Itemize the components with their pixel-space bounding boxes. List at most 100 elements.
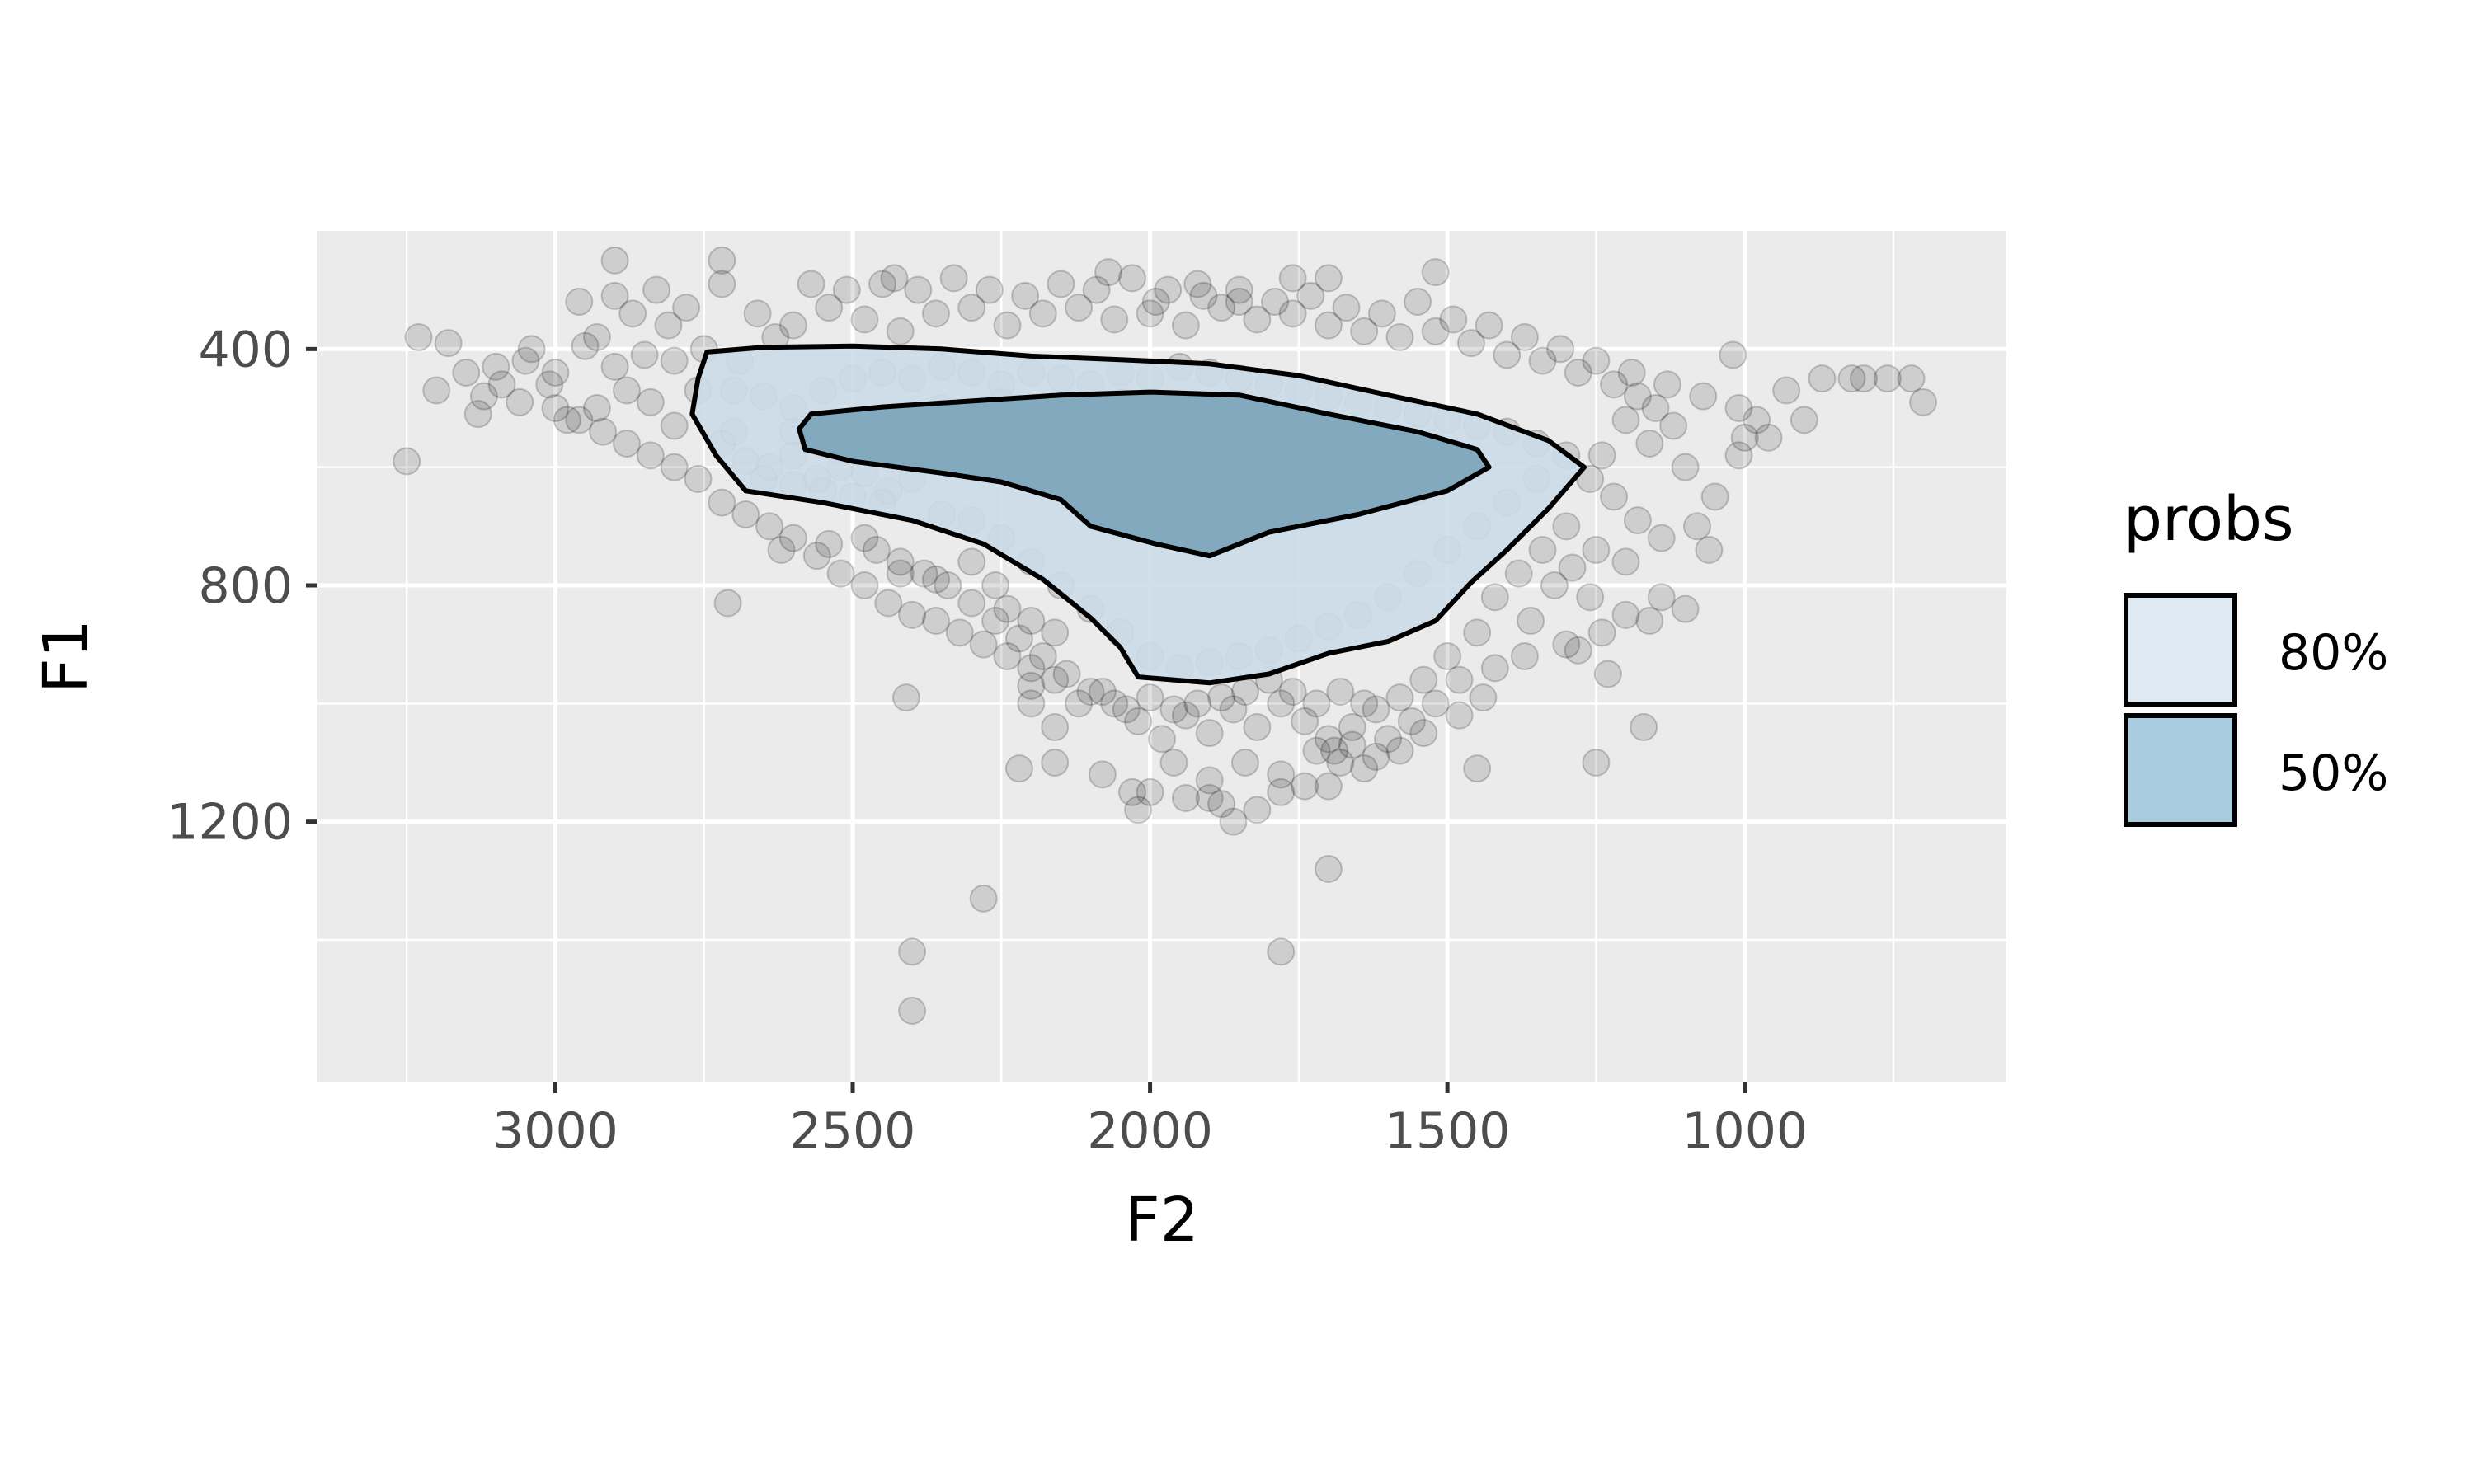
data-point [957, 547, 986, 576]
data-point [1159, 695, 1188, 724]
data-point [1267, 760, 1296, 789]
data-point [1528, 536, 1557, 564]
data-point [1082, 275, 1111, 304]
data-point [1112, 695, 1141, 724]
data-point [1552, 512, 1581, 541]
data-point [1017, 671, 1046, 700]
data-point [1041, 713, 1070, 741]
data-point [1873, 364, 1902, 393]
data-point [1100, 305, 1129, 334]
data-point [636, 387, 665, 416]
data-point [1582, 536, 1611, 564]
data-point [565, 288, 594, 316]
data-point [1159, 749, 1188, 777]
data-point [404, 323, 433, 351]
data-point [850, 571, 879, 599]
data-point [1724, 441, 1753, 470]
data-point [815, 529, 844, 558]
data-point [1611, 600, 1640, 629]
data-point [1338, 730, 1366, 759]
data-point [482, 352, 510, 381]
data-point [862, 536, 891, 564]
data-point [654, 311, 683, 340]
data-point [1897, 364, 1926, 393]
data-point [1695, 536, 1724, 564]
data-point [713, 589, 742, 618]
data-point [874, 589, 903, 618]
data-point [506, 387, 534, 416]
data-point [1243, 713, 1272, 741]
data-point [1350, 754, 1379, 783]
data-point [1421, 317, 1450, 345]
data-point [422, 376, 451, 405]
data-point [1600, 370, 1629, 399]
data-point [1041, 749, 1070, 777]
legend-label-50: 50% [2279, 744, 2388, 802]
data-point [1011, 281, 1040, 310]
data-point [1017, 689, 1046, 718]
data-point [1326, 678, 1355, 706]
data-point [1404, 288, 1432, 316]
data-point [1647, 583, 1676, 612]
data-point [1635, 430, 1664, 458]
data-point [1278, 678, 1307, 706]
data-point [1409, 719, 1438, 748]
data-point [672, 294, 701, 322]
data-point [1171, 701, 1200, 730]
data-point [1225, 275, 1253, 304]
data-point [1314, 855, 1343, 883]
data-point [1332, 294, 1361, 322]
data-point [815, 294, 844, 322]
x-tick-label: 2000 [1087, 1102, 1213, 1160]
data-point [1225, 288, 1253, 316]
data-point [1017, 607, 1046, 635]
data-point [1576, 583, 1605, 612]
data-point [1291, 772, 1319, 801]
data-point [1421, 258, 1450, 287]
data-point [910, 559, 938, 588]
data-point [1433, 642, 1462, 670]
data-point [600, 352, 629, 381]
data-point [1195, 719, 1224, 748]
contour-50 [797, 389, 1492, 559]
data-point [802, 542, 831, 571]
data-point [684, 465, 713, 493]
data-point [934, 571, 962, 599]
data-point [1017, 654, 1046, 683]
data-point [1207, 683, 1236, 712]
data-point [612, 430, 641, 458]
data-point [642, 275, 671, 304]
x-axis-title: F2 [1125, 1185, 1199, 1256]
data-point [886, 317, 915, 345]
data-points [393, 246, 1938, 1025]
data-point [1849, 364, 1878, 393]
data-point [1136, 683, 1164, 712]
data-point [1558, 553, 1587, 582]
data-point [1314, 725, 1343, 754]
data-point [571, 331, 600, 360]
data-point [1314, 264, 1343, 293]
data-point [511, 346, 540, 375]
data-point [1700, 482, 1729, 511]
data-point [778, 311, 807, 340]
x-tick-label: 2500 [790, 1102, 916, 1160]
data-point [1808, 364, 1837, 393]
data-point [1439, 305, 1468, 334]
data-point [1611, 547, 1640, 576]
data-point [630, 340, 659, 369]
data-point [487, 370, 516, 399]
data-point [660, 411, 689, 440]
data-point [1837, 364, 1866, 393]
data-point [541, 359, 570, 387]
data-point [1278, 264, 1307, 293]
data-point [553, 406, 581, 434]
data-point [1409, 665, 1438, 694]
data-point [1362, 695, 1390, 724]
data-point [1546, 335, 1575, 364]
legend-key-50 [2124, 713, 2237, 827]
data-point [886, 547, 915, 576]
data-point [636, 441, 665, 470]
data-point [1587, 618, 1616, 647]
data-point [1463, 618, 1492, 647]
data-point [957, 294, 986, 322]
